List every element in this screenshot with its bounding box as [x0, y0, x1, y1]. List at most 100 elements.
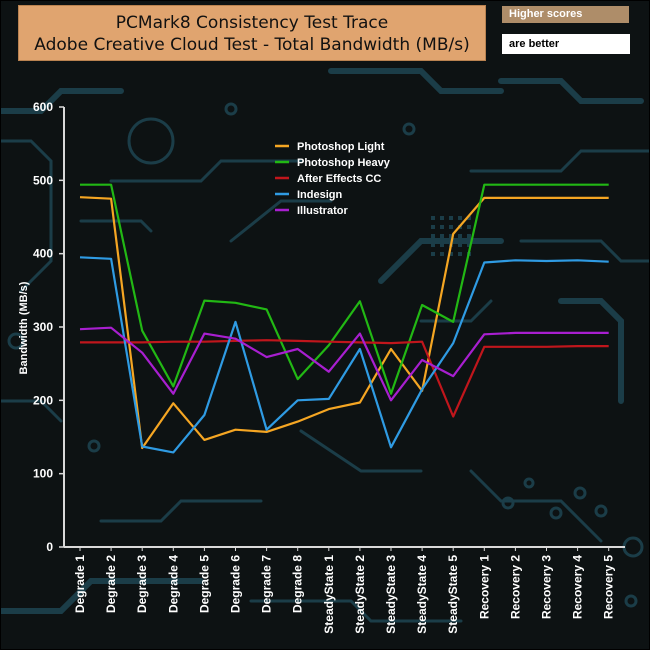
legend-label: After Effects CC [297, 173, 381, 185]
circuit-pad [440, 216, 444, 220]
circuit-trace [558, 298, 624, 404]
y-axis-ticks: 0 100 200 300 400 500 600 [33, 100, 64, 554]
legend-label: Illustrator [297, 205, 348, 217]
circuit-pad [467, 225, 471, 229]
y-tick-label: 0 [46, 540, 53, 554]
higher-scores-note: Higher scores [502, 6, 629, 23]
circuit-node [501, 496, 515, 510]
x-tick-label: SteadyState 5 [446, 555, 460, 634]
circuit-node [7, 332, 25, 350]
chart-title-box: PCMark8 Consistency Test Trace Adobe Cre… [18, 5, 486, 61]
x-tick-label: Recovery 3 [540, 555, 554, 619]
circuit-node [622, 536, 644, 558]
series-line [80, 183, 609, 395]
circuit-node [549, 506, 563, 520]
circuit-trace [328, 68, 504, 94]
circuit-pad [449, 234, 453, 238]
circuit-pad [449, 216, 453, 220]
circuit-trace [378, 238, 504, 284]
legend-label: Photoshop Heavy [297, 157, 391, 169]
circuit-trace [1, 139, 53, 293]
circuit-trace [99, 499, 263, 523]
circuit-trace [1, 399, 63, 423]
chart-title-line-1: PCMark8 Consistency Test Trace [115, 13, 389, 33]
series-line [79, 256, 609, 454]
x-tick-label: Degrade 8 [291, 555, 305, 613]
y-tick-label: 600 [33, 100, 53, 114]
circuit-trace [498, 78, 644, 104]
circuit-node [624, 594, 638, 608]
circuit-trace [469, 469, 603, 543]
x-tick-label: Degrade 6 [229, 555, 243, 613]
x-tick-label: SteadyState 1 [322, 555, 336, 634]
y-tick-label: 300 [33, 320, 53, 334]
circuit-trace [419, 299, 493, 323]
x-tick-label: Recovery 1 [477, 555, 491, 619]
circuit-node [594, 504, 608, 518]
circuit-pad [431, 216, 435, 220]
circuit-pad [458, 243, 462, 247]
y-tick-label: 400 [33, 247, 53, 261]
circuit-pad [440, 234, 444, 238]
circuit-node [224, 102, 238, 116]
are-better-note: are better [502, 34, 630, 54]
circuit-trace [249, 599, 463, 623]
circuit-pad [440, 243, 444, 247]
circuit-node [573, 486, 587, 500]
circuit-trace [109, 159, 303, 183]
circuit-pad [431, 234, 435, 238]
circuit-pad [458, 252, 462, 256]
circuit-pad [440, 252, 444, 256]
circuit-pad [431, 252, 435, 256]
circuit-node [402, 122, 416, 136]
circuit-trace [519, 239, 649, 263]
series-line [79, 326, 609, 402]
y-tick-label: 200 [33, 393, 53, 407]
x-tick-label: Degrade 4 [166, 555, 180, 613]
circuit-trace [1, 88, 124, 114]
x-tick-label: SteadyState 4 [415, 555, 429, 634]
circuit-pad [467, 243, 471, 247]
chart-title-line-2: Adobe Creative Cloud Test - Total Bandwi… [34, 35, 470, 55]
series-line [79, 196, 609, 450]
circuit-trace [1, 578, 204, 614]
circuit-node [523, 477, 535, 489]
circuit-trace [229, 199, 333, 243]
circuit-trace [299, 429, 423, 473]
x-tick-label: Degrade 3 [135, 555, 149, 613]
circuit-pad [449, 252, 453, 256]
legend-label: Photoshop Light [297, 141, 385, 153]
series-line [80, 339, 609, 418]
x-tick-label: Recovery 2 [508, 555, 522, 619]
circuit-pad [431, 243, 435, 247]
circuit-node [127, 117, 175, 165]
circuit-trace [469, 149, 649, 173]
x-tick-label: Degrade 5 [197, 555, 211, 613]
y-tick-label: 100 [33, 467, 53, 481]
circuit-background [1, 68, 649, 623]
x-axis-tick-labels: Degrade 1 Degrade 2 Degrade 3 Degrade 4 Degr… [73, 547, 616, 634]
x-tick-label: SteadyState 3 [384, 555, 398, 634]
circuit-pad [440, 225, 444, 229]
circuit-pad [458, 216, 462, 220]
chart-series-lines [79, 183, 609, 454]
x-tick-label: Degrade 7 [260, 555, 274, 613]
y-tick-label: 500 [33, 173, 53, 187]
circuit-trace [79, 219, 153, 233]
x-tick-label: Recovery 4 [571, 555, 585, 619]
legend-label: Indesign [297, 189, 343, 201]
x-tick-label: Degrade 1 [73, 555, 87, 613]
y-axis-label: Bandwidth (MB/s) [18, 281, 30, 374]
circuit-pad [431, 225, 435, 229]
x-tick-label: Recovery 5 [602, 555, 616, 619]
chart-legend: Photoshop Light Photoshop Heavy After Eff… [275, 141, 391, 217]
circuit-pad [449, 225, 453, 229]
circuit-node [87, 439, 101, 453]
x-tick-label: Degrade 2 [104, 555, 118, 613]
circuit-pad [467, 216, 471, 220]
circuit-pad [458, 234, 462, 238]
x-tick-label: SteadyState 2 [353, 555, 367, 634]
circuit-pad [467, 234, 471, 238]
